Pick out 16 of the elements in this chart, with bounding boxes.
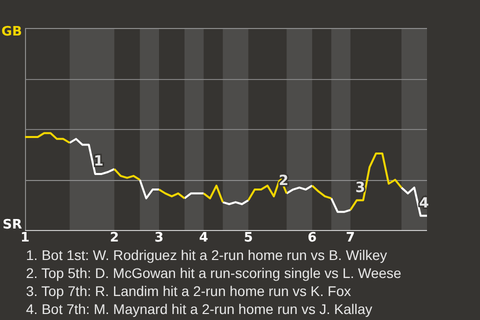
x-tick-label: 7 [346, 230, 355, 246]
text: 2. Top 5th: D. McGowan hit a run-scoring single vs L. Weese [26, 264, 402, 282]
annotation: 4 [419, 195, 430, 212]
x-tick-label: 1 [20, 230, 30, 246]
text: 4. Bot 7th: M. Maynard hit a 2-run home run vs J. Kallay [26, 300, 374, 318]
annotation: 3 [355, 180, 366, 196]
text: 3. Top 7th: R. Landim hit a 2-run home run vs K. Fox [26, 282, 352, 300]
x-tick-label: 5 [244, 230, 253, 246]
text: SR [2, 217, 22, 232]
x-tick-label: 6 [308, 230, 317, 246]
x-tick-label: 4 [199, 230, 208, 246]
annotation: 1 [94, 154, 104, 170]
x-tick-label: 2 [110, 230, 119, 246]
x-tick-label: 3 [154, 230, 164, 246]
text: 1. Bot 1st: W. Rodriguez hit a 2-run home run vs B. Wilkey [26, 246, 388, 264]
text: GB [1, 24, 22, 40]
